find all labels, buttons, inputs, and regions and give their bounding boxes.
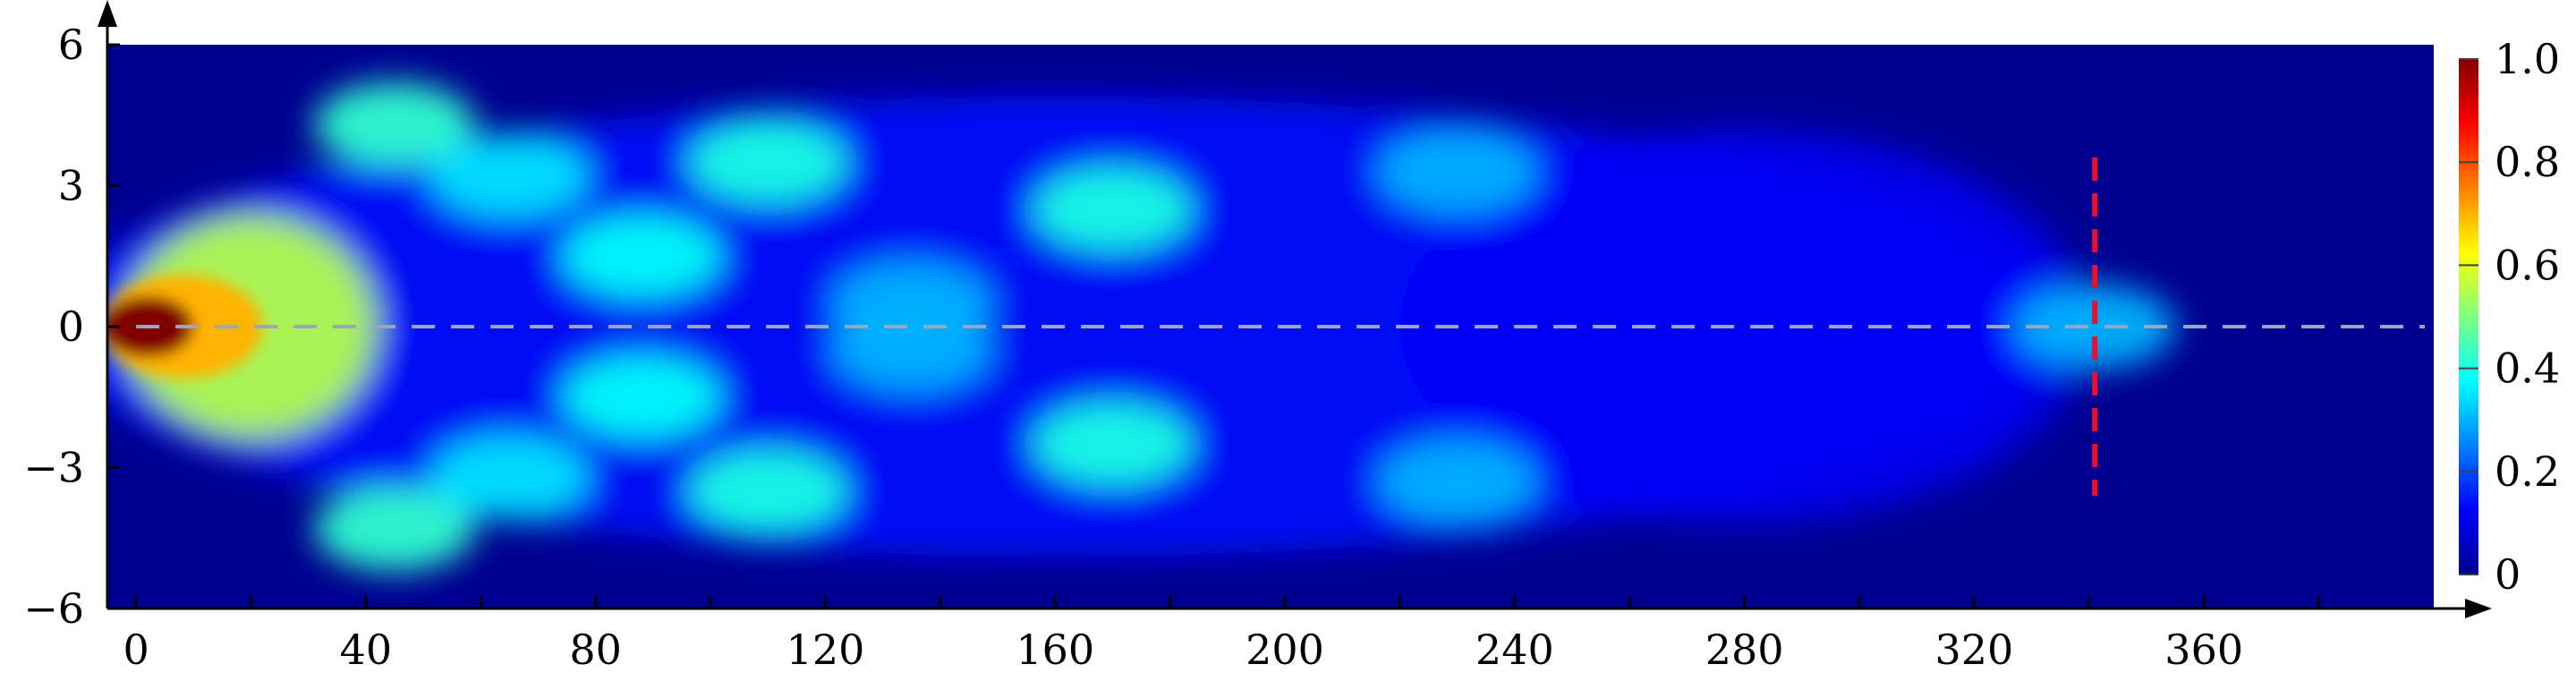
hot-spot — [314, 82, 475, 167]
x-tick-label: 40 — [340, 626, 393, 674]
intensity-field — [107, 82, 2176, 571]
x-axis-arrow-icon — [2465, 599, 2492, 618]
hot-spot — [687, 120, 849, 205]
beam-envelope-tail — [1399, 129, 2089, 524]
colorbar-gradient — [2459, 59, 2478, 575]
hot-spot — [1032, 402, 1194, 487]
colorbar-tick-label: 0.2 — [2495, 447, 2560, 496]
y-tick-label: −3 — [23, 444, 84, 492]
x-tick-label: 120 — [786, 626, 865, 674]
hot-spot — [687, 448, 849, 533]
x-tick-label: 240 — [1475, 626, 1554, 674]
y-axis-ticks: 6 3 0 −3 −6 — [23, 21, 120, 633]
x-axis-ticks: 0 40 80 120 160 200 240 280 320 360 — [123, 596, 2321, 674]
reference-lines — [136, 157, 2425, 496]
x-tick-label: 280 — [1705, 626, 1784, 674]
x-tick-label: 160 — [1016, 626, 1094, 674]
hot-spot — [561, 214, 722, 299]
hot-spot — [429, 434, 591, 520]
x-tick-label: 320 — [1935, 626, 2014, 674]
y-tick-label: 6 — [58, 21, 84, 69]
colorbar: 1.0 0.8 0.6 0.4 0.2 0 — [2459, 35, 2560, 599]
hot-spot — [830, 308, 992, 393]
x-tick-label: 80 — [569, 626, 622, 674]
y-axis-arrow-icon — [98, 0, 117, 27]
colorbar-tick-label: 0.4 — [2495, 345, 2560, 393]
colorbar-tick-label: 1.0 — [2495, 35, 2560, 83]
hot-spot — [561, 354, 722, 439]
hot-spot — [1376, 129, 1538, 214]
x-tick-label: 0 — [123, 626, 149, 674]
axes — [98, 0, 2492, 618]
colorbar-tick-label: 0 — [2495, 550, 2521, 599]
y-tick-label: 3 — [58, 162, 84, 210]
hot-spot — [429, 133, 591, 219]
hot-spot — [2014, 284, 2176, 370]
hot-spot — [1376, 439, 1538, 524]
colorbar-tick-label: 0.8 — [2495, 138, 2560, 186]
colorbar-tick-label: 0.6 — [2495, 241, 2560, 289]
x-tick-label: 360 — [2164, 626, 2243, 674]
y-tick-label: −6 — [23, 584, 84, 633]
y-tick-label: 0 — [58, 302, 84, 351]
hot-spot — [314, 486, 475, 571]
hot-spot — [1032, 166, 1194, 251]
x-tick-label: 200 — [1245, 626, 1324, 674]
